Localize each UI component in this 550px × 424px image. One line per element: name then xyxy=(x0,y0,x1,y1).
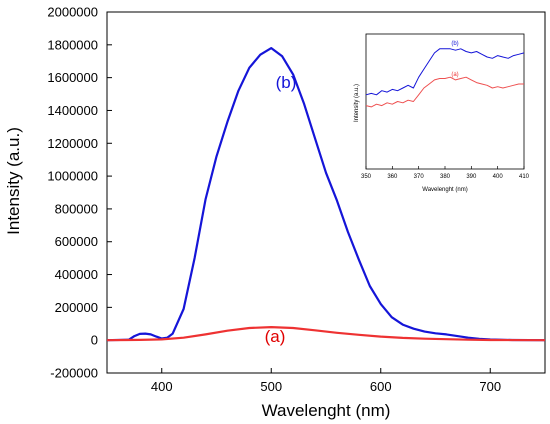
inset-x-tick-label: 400 xyxy=(493,174,504,180)
main-axis-ticks: 400 500 600 700 -200000 0 200000 400000 600000 80… xyxy=(47,5,501,395)
inset-series-a-line xyxy=(365,76,524,108)
y-tick-label: -200000 xyxy=(50,366,98,381)
y-tick-label: 1400000 xyxy=(47,103,98,118)
y-tick-label: 2000000 xyxy=(47,5,98,20)
inset-x-tick-label: 360 xyxy=(387,174,398,180)
y-tick-label: 600000 xyxy=(55,234,98,249)
y-tick-label: 0 xyxy=(91,333,98,348)
series-a-line xyxy=(106,326,546,342)
y-tick-label: 1600000 xyxy=(47,70,98,85)
series-b-line xyxy=(106,47,546,342)
inset-series-group xyxy=(365,48,525,108)
inset-x-axis-label: Wavelenght (nm) xyxy=(422,187,467,193)
y-tick-label: 1800000 xyxy=(47,37,98,52)
inset-x-tick-label: 350 xyxy=(361,174,372,180)
series-label-b: (b) xyxy=(276,73,297,92)
inset-series-label-b: (b) xyxy=(451,41,458,47)
y-tick-label: 200000 xyxy=(55,300,98,315)
series-label-a: (a) xyxy=(265,327,286,346)
x-tick-label: 700 xyxy=(479,379,501,394)
inset-series-label-a: (a) xyxy=(451,72,458,78)
inset-x-tick-label: 410 xyxy=(519,174,530,180)
y-tick-label: 800000 xyxy=(55,201,98,216)
x-tick-label: 500 xyxy=(260,379,282,394)
y-tick-label: 400000 xyxy=(55,267,98,282)
x-tick-label: 600 xyxy=(370,379,392,394)
y-tick-label: 1000000 xyxy=(47,169,98,184)
main-plot-frame xyxy=(106,11,546,374)
inset-background xyxy=(342,32,532,202)
inset-x-tick-label: 390 xyxy=(466,174,477,180)
y-tick-label: 1200000 xyxy=(47,136,98,151)
y-axis-label: Intensity (a.u.) xyxy=(4,127,23,235)
inset-axis-ticks: 350 360 370 380 390 400 410 xyxy=(361,166,530,180)
inset-series-b-line xyxy=(365,48,525,96)
x-axis-label: Wavelenght (nm) xyxy=(262,401,391,420)
main-series-group xyxy=(106,47,546,342)
inset-y-axis-label: Intensity (a.u.) xyxy=(354,84,360,122)
x-tick-label: 400 xyxy=(151,379,173,394)
main-series-labels: (b) (a) xyxy=(265,73,297,346)
inset-x-tick-label: 370 xyxy=(414,174,425,180)
inset-x-tick-label: 380 xyxy=(440,174,451,180)
